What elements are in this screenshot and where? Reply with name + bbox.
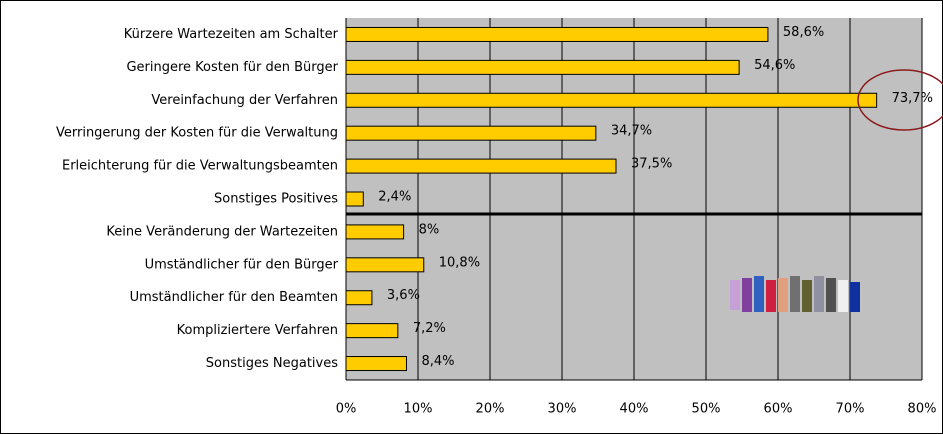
y-tick-label: Umständlicher für den Beamten xyxy=(130,290,338,305)
people-clipart xyxy=(730,276,860,312)
bar xyxy=(346,159,616,173)
bar xyxy=(346,225,404,239)
value-label: 37,5% xyxy=(631,157,672,172)
y-tick-label: Geringere Kosten für den Bürger xyxy=(126,60,338,75)
x-tick-label: 70% xyxy=(836,402,865,417)
bar xyxy=(346,324,398,338)
y-tick-label: Erleichterung für die Verwaltungsbeamten xyxy=(62,159,338,174)
value-label: 58,6% xyxy=(783,25,824,40)
value-label: 54,6% xyxy=(754,58,795,73)
x-tick-label: 0% xyxy=(336,402,357,417)
y-tick-label: Kompliziertere Verfahren xyxy=(177,323,338,338)
x-tick-label: 50% xyxy=(692,402,721,417)
chart: 58,6% 54,6% 73,7% 34,7% 37,5% 2,4% 8% 10,8% 3,6%… xyxy=(0,0,943,434)
bar xyxy=(346,60,739,74)
bar xyxy=(346,27,768,41)
y-tick-label: Verringerung der Kosten für die Verwaltu… xyxy=(56,126,338,141)
bar xyxy=(346,126,596,140)
value-label: 10,8% xyxy=(439,255,480,270)
y-tick-label: Vereinfachung der Verfahren xyxy=(151,93,338,108)
bar xyxy=(346,291,372,305)
x-tick-label: 60% xyxy=(764,402,793,417)
bar xyxy=(346,258,424,272)
x-tick-label: 10% xyxy=(404,402,433,417)
y-tick-label: Sonstiges Positives xyxy=(214,192,338,207)
y-tick-label: Sonstiges Negatives xyxy=(206,356,338,371)
x-tick-label: 20% xyxy=(476,402,505,417)
x-tick-label: 80% xyxy=(908,402,937,417)
bar xyxy=(346,357,406,371)
y-tick-label: Kürzere Wartezeiten am Schalter xyxy=(124,27,339,42)
value-label: 73,7% xyxy=(892,91,933,106)
y-tick-label: Umständlicher für den Bürger xyxy=(145,257,339,272)
value-label: 2,4% xyxy=(378,190,411,205)
value-label: 3,6% xyxy=(387,288,420,303)
x-tick-label: 40% xyxy=(620,402,649,417)
value-label: 8,4% xyxy=(421,354,454,369)
value-label: 34,7% xyxy=(611,124,652,139)
bar xyxy=(346,93,877,107)
value-label: 7,2% xyxy=(413,321,446,336)
y-tick-label: Keine Veränderung der Wartezeiten xyxy=(106,224,338,239)
bar xyxy=(346,192,363,206)
value-label: 8% xyxy=(419,222,440,237)
x-tick-label: 30% xyxy=(548,402,577,417)
